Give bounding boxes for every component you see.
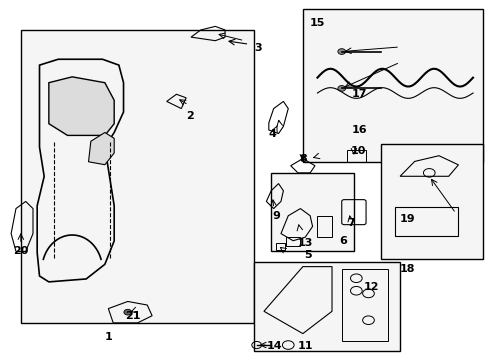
Bar bbox=[317, 216, 331, 237]
Circle shape bbox=[337, 49, 345, 54]
Bar bbox=[341, 269, 387, 341]
Text: 11: 11 bbox=[297, 341, 312, 351]
Text: 13: 13 bbox=[297, 238, 313, 248]
Text: 1: 1 bbox=[104, 332, 112, 342]
Bar bbox=[276, 243, 285, 249]
Text: 8: 8 bbox=[298, 154, 306, 163]
Bar bbox=[346, 150, 366, 162]
Text: 14: 14 bbox=[266, 341, 282, 351]
Text: 3: 3 bbox=[254, 43, 261, 53]
Polygon shape bbox=[49, 77, 114, 135]
Bar bbox=[285, 237, 300, 246]
Text: 12: 12 bbox=[363, 282, 378, 292]
Bar bbox=[302, 9, 482, 162]
Text: 4: 4 bbox=[268, 129, 276, 139]
Polygon shape bbox=[88, 132, 114, 165]
Text: 6: 6 bbox=[339, 236, 346, 246]
Circle shape bbox=[337, 86, 345, 91]
Text: 5: 5 bbox=[303, 250, 311, 260]
Bar bbox=[21, 30, 254, 323]
Bar bbox=[380, 144, 482, 258]
Text: 9: 9 bbox=[272, 211, 280, 221]
Bar bbox=[271, 173, 353, 251]
Text: 17: 17 bbox=[351, 89, 366, 99]
Text: 16: 16 bbox=[351, 125, 366, 135]
Text: 20: 20 bbox=[13, 247, 28, 256]
Circle shape bbox=[123, 309, 131, 315]
Text: 15: 15 bbox=[309, 18, 325, 28]
Text: 10: 10 bbox=[350, 147, 366, 157]
Text: 7: 7 bbox=[347, 218, 355, 228]
Text: 21: 21 bbox=[125, 311, 141, 321]
Text: 18: 18 bbox=[399, 264, 414, 274]
Text: 2: 2 bbox=[186, 111, 194, 121]
Bar bbox=[254, 262, 399, 351]
Text: 19: 19 bbox=[399, 214, 414, 224]
